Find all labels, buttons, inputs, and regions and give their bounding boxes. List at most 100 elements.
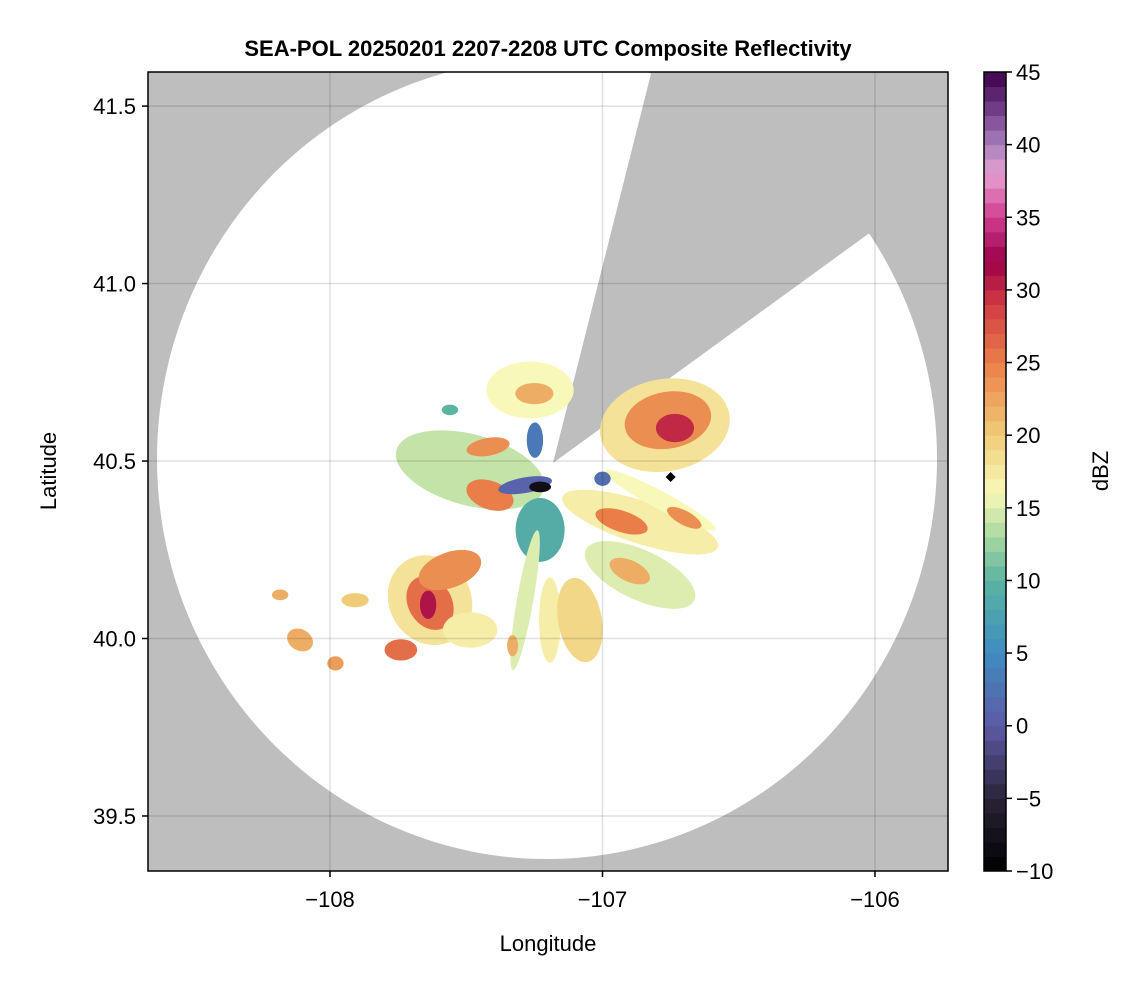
colorbar-bin xyxy=(984,362,1006,378)
colorbar: −10 −5 0 5 10 15 20 25 30 35 40 45 xyxy=(983,60,1053,884)
echo-cell xyxy=(655,413,695,443)
echo-cell xyxy=(529,481,551,493)
colorbar-bin xyxy=(984,769,1006,785)
colorbar-bin xyxy=(984,246,1006,262)
colorbar-tick-label: −5 xyxy=(1016,786,1041,811)
colorbar-bin xyxy=(984,86,1006,102)
colorbar-tick-label: 40 xyxy=(1016,133,1040,158)
colorbar-bin xyxy=(984,202,1006,218)
colorbar-bin xyxy=(984,551,1006,567)
blocked-sector xyxy=(553,72,948,463)
colorbar-bin xyxy=(984,159,1006,175)
echo-cell xyxy=(271,589,289,601)
colorbar-bin xyxy=(984,638,1006,654)
echo-cell xyxy=(609,557,651,585)
colorbar-bin xyxy=(984,449,1006,465)
colorbar-bin xyxy=(984,711,1006,727)
colorbar-bin xyxy=(984,740,1006,756)
colorbar-bin xyxy=(984,624,1006,640)
colorbar-bin xyxy=(984,304,1006,320)
y-axis: 39.5 40.0 40.5 41.0 41.5 xyxy=(93,94,148,829)
colorbar-bin xyxy=(984,260,1006,276)
colorbar-bin xyxy=(984,812,1006,828)
colorbar-bin xyxy=(984,536,1006,552)
echo-cell xyxy=(526,422,544,458)
echo-cell xyxy=(510,530,540,671)
echo-cell xyxy=(442,612,498,648)
colorbar-bin xyxy=(984,783,1006,799)
y-tick-label: 40.5 xyxy=(93,449,136,474)
echo-cell xyxy=(418,549,482,591)
echo-cell xyxy=(594,471,611,486)
echo-cell xyxy=(539,577,561,663)
y-tick-label: 41.0 xyxy=(93,272,136,297)
colorbar-tick-label: 45 xyxy=(1016,60,1040,85)
y-tick-label: 39.5 xyxy=(93,804,136,829)
colorbar-bin xyxy=(984,333,1006,349)
echo-cell xyxy=(515,497,565,562)
colorbar-bin xyxy=(984,115,1006,131)
echo-cell xyxy=(327,656,344,671)
colorbar-bin xyxy=(984,580,1006,596)
colorbar-bin xyxy=(984,841,1006,857)
colorbar-bin xyxy=(984,653,1006,669)
echo-cell xyxy=(557,577,603,663)
echo-cell xyxy=(441,404,459,416)
colorbar-tick-label: 35 xyxy=(1016,205,1040,230)
colorbar-bin xyxy=(984,289,1006,305)
y-axis-label: Latitude xyxy=(36,432,61,510)
colorbar-bin xyxy=(984,377,1006,393)
x-tick-label: −107 xyxy=(578,887,628,912)
echo-cell xyxy=(384,639,418,661)
echo-cell xyxy=(287,628,313,652)
colorbar-bin xyxy=(984,667,1006,683)
colorbar-bin xyxy=(984,435,1006,451)
colorbar-bin xyxy=(984,275,1006,291)
grid xyxy=(148,72,948,871)
colorbar-bin xyxy=(984,856,1006,872)
colorbar-bin xyxy=(984,420,1006,436)
colorbar-bin xyxy=(984,130,1006,146)
colorbar-tick-label: 10 xyxy=(1016,568,1040,593)
x-tick-label: −108 xyxy=(305,887,355,912)
colorbar-bin xyxy=(984,101,1006,117)
colorbar-bin xyxy=(984,478,1006,494)
colorbar-tick-label: 25 xyxy=(1016,351,1040,376)
y-tick-label: 40.0 xyxy=(93,627,136,652)
colorbar-bin xyxy=(984,798,1006,814)
colorbar-bin xyxy=(984,72,1006,88)
colorbar-bin xyxy=(984,217,1006,233)
x-tick-label: −106 xyxy=(850,887,900,912)
colorbar-bin xyxy=(984,493,1006,509)
chart-title: SEA-POL 20250201 2207-2208 UTC Composite… xyxy=(244,36,852,61)
echo-layer xyxy=(271,361,730,671)
x-axis-label: Longitude xyxy=(500,931,597,956)
plot-frame xyxy=(147,71,949,872)
colorbar-bin xyxy=(984,406,1006,422)
colorbar-bin xyxy=(984,609,1006,625)
colorbar-bin xyxy=(984,173,1006,189)
colorbar-tick-label: 15 xyxy=(1016,496,1040,521)
colorbar-bin xyxy=(984,507,1006,523)
colorbar-tick-label: 30 xyxy=(1016,278,1040,303)
colorbar-bin xyxy=(984,594,1006,611)
colorbar-bin xyxy=(984,188,1006,204)
colorbar-tick-label: 5 xyxy=(1016,641,1028,666)
colorbar-label: dBZ xyxy=(1088,451,1113,491)
colorbar-tick-label: 20 xyxy=(1016,423,1040,448)
marker-diamond xyxy=(665,472,676,483)
colorbar-bin xyxy=(984,696,1006,712)
colorbar-tick-label: −10 xyxy=(1016,859,1053,884)
echo-cell xyxy=(515,382,554,405)
colorbar-bin xyxy=(984,464,1006,480)
colorbar-bin xyxy=(984,682,1006,698)
colorbar-bin xyxy=(984,348,1006,364)
colorbar-bin xyxy=(984,565,1006,581)
marker-layer xyxy=(665,472,676,483)
colorbar-bin xyxy=(984,144,1006,160)
y-tick-label: 41.5 xyxy=(93,94,136,119)
colorbar-bin xyxy=(984,754,1006,770)
echo-cell xyxy=(595,508,648,535)
colorbar-frame xyxy=(983,71,1007,872)
